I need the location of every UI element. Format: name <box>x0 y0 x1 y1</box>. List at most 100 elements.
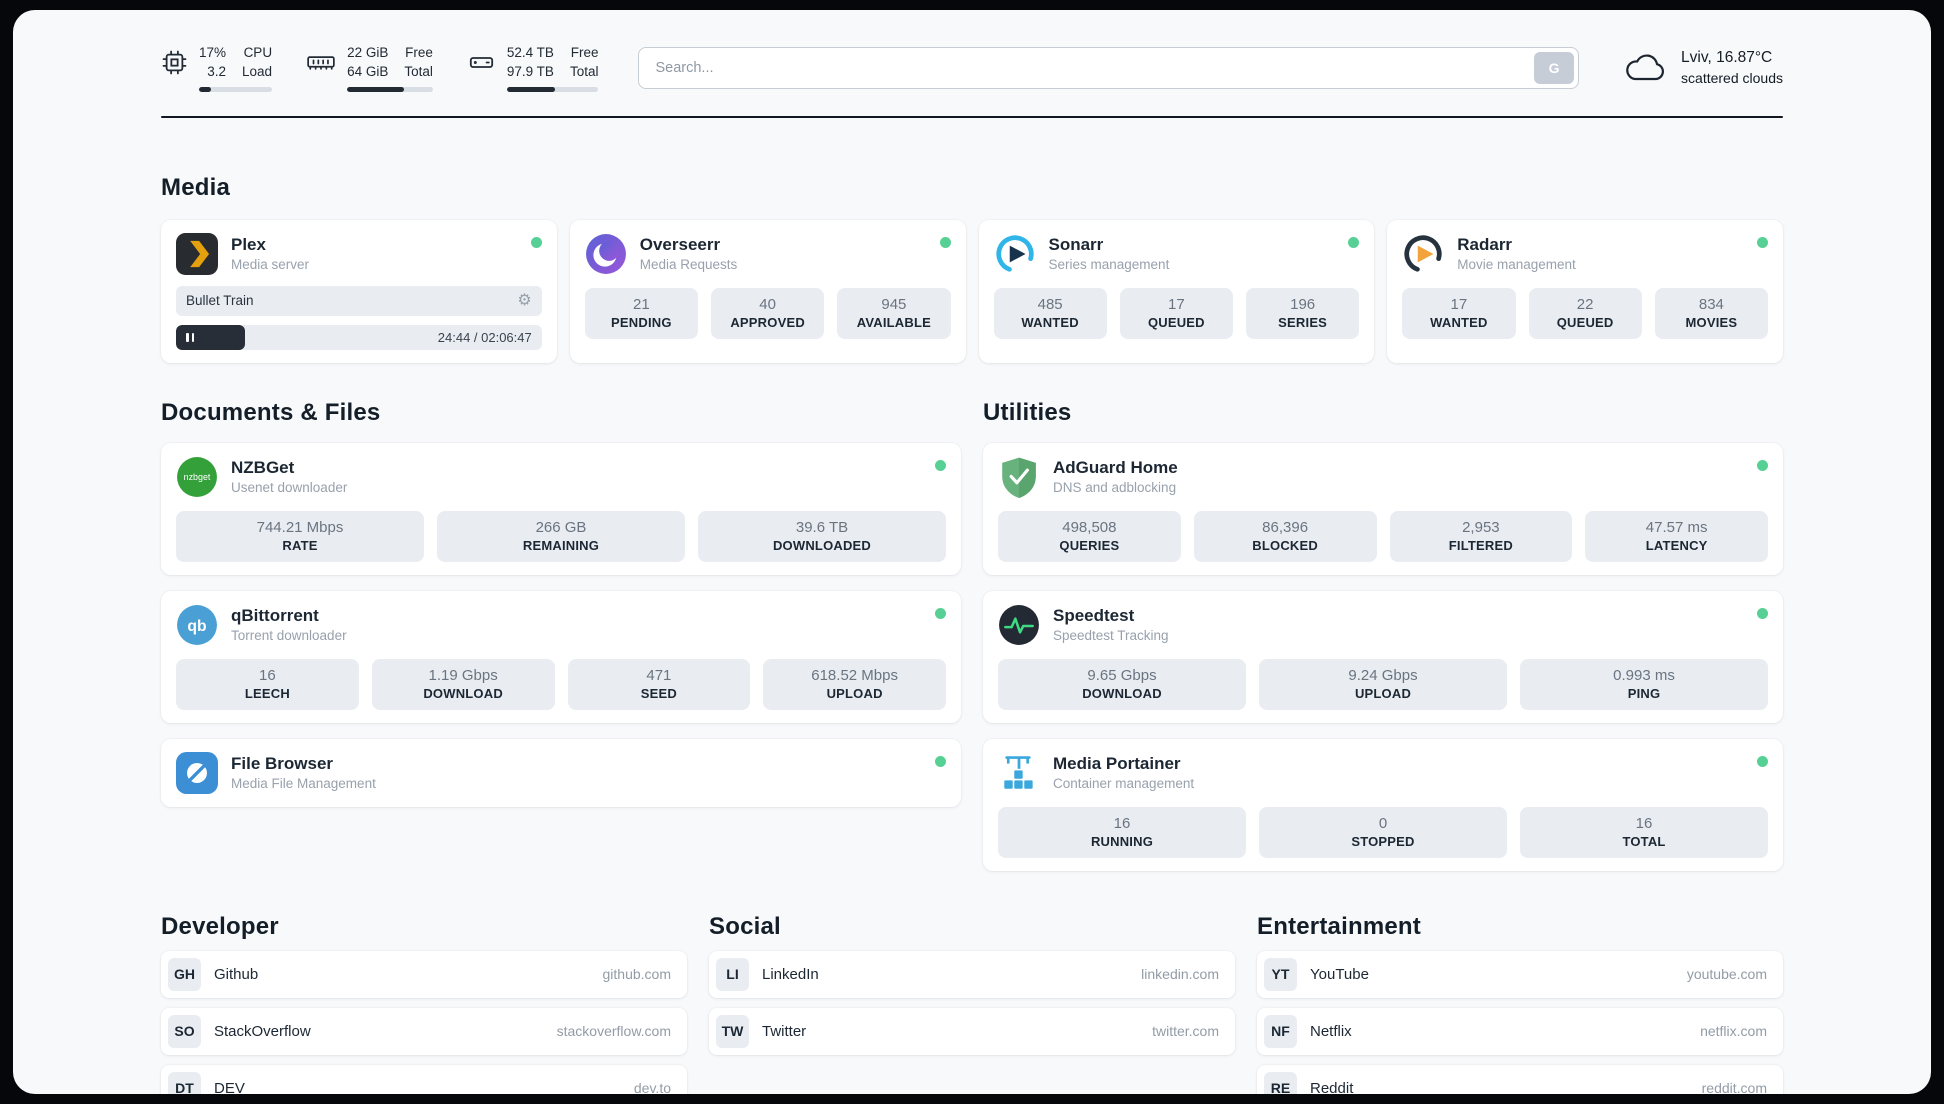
dashboard-page: 17% 3.2 CPU Load 22 GiB <box>13 10 1931 1094</box>
link-url: netflix.com <box>1700 1023 1767 1040</box>
app-card-nzbget[interactable]: nzbget NZBGet Usenet downloader 744.21 M… <box>161 442 961 575</box>
app-card-sonarr[interactable]: Sonarr Series management 485 WANTED 17 Q… <box>978 219 1375 363</box>
link-abbr: NF <box>1264 1014 1297 1048</box>
section-title-documents: Documents & Files <box>161 398 381 426</box>
stat-rate: 744.21 Mbps RATE <box>176 510 424 562</box>
svg-text:nzbget: nzbget <box>184 472 211 482</box>
link-name: Github <box>214 965 259 983</box>
stat-queries: 498,508 QUERIES <box>998 510 1181 562</box>
link-youtube[interactable]: YT YouTube youtube.com <box>1257 950 1783 998</box>
app-subtitle: Speedtest Tracking <box>1053 628 1169 644</box>
app-subtitle: Media File Management <box>231 776 376 792</box>
stat-filtered: 2,953 FILTERED <box>1389 510 1573 562</box>
disk-labels: Free Total <box>569 45 599 79</box>
link-netflix[interactable]: NF Netflix netflix.com <box>1257 1007 1783 1055</box>
status-dot <box>935 459 946 471</box>
stat-seed: 471 SEED <box>567 658 751 710</box>
app-name: NZBGet <box>231 458 295 478</box>
disk-progress-bar <box>506 86 599 92</box>
search-input[interactable] <box>638 46 1580 89</box>
stat-stopped: 0 STOPPED <box>1259 806 1507 858</box>
link-dev[interactable]: DT DEV dev.to <box>161 1064 687 1094</box>
stat-leech: 16 LEECH <box>176 658 359 710</box>
status-dot <box>1757 236 1768 248</box>
link-twitter[interactable]: TW Twitter twitter.com <box>709 1007 1235 1055</box>
link-linkedin[interactable]: LI LinkedIn linkedin.com <box>709 950 1235 998</box>
stat-pending: 21 PENDING <box>584 287 698 339</box>
section-title-utilities: Utilities <box>983 398 1072 426</box>
app-subtitle: Media server <box>231 257 310 273</box>
link-url: twitter.com <box>1152 1023 1219 1040</box>
cpu-widget: 17% 3.2 CPU Load <box>161 44 273 92</box>
app-card-qbittorrent[interactable]: qb qBittorrent Torrent downloader 16 LEE… <box>161 590 961 723</box>
link-abbr: GH <box>168 957 201 991</box>
link-github[interactable]: GH Github github.com <box>161 950 687 998</box>
stat-upload: 618.52 Mbps UPLOAD <box>763 658 946 710</box>
stat-download: 9.65 Gbps DOWNLOAD <box>998 658 1246 710</box>
ram-progress-bar <box>347 86 433 92</box>
stat-approved: 40 APPROVED <box>711 287 825 339</box>
link-abbr: TW <box>716 1014 749 1048</box>
ram-widget: 22 GiB 64 GiB Free Total <box>306 44 433 92</box>
link-abbr: DT <box>168 1071 201 1094</box>
ram-icon <box>307 56 335 70</box>
app-card-plex[interactable]: Plex Media server Bullet Train ⚙ 24:44 /… <box>161 219 557 363</box>
link-name: DEV <box>214 1079 245 1094</box>
app-card-filebrowser[interactable]: File Browser Media File Management <box>161 738 961 807</box>
app-subtitle: DNS and adblocking <box>1053 480 1177 496</box>
playback-fill <box>176 324 246 350</box>
disk-icon <box>469 57 493 68</box>
svg-text:qb: qb <box>187 618 206 635</box>
app-name: File Browser <box>231 754 334 774</box>
link-name: Reddit <box>1310 1079 1354 1094</box>
disk-widget: 52.4 TB 97.9 TB Free Total <box>467 44 599 92</box>
stat-downloaded: 39.6 TB DOWNLOADED <box>698 510 946 562</box>
link-stackoverflow[interactable]: SO StackOverflow stackoverflow.com <box>161 1007 687 1055</box>
app-card-speedtest[interactable]: Speedtest Speedtest Tracking 9.65 Gbps D… <box>983 590 1783 723</box>
app-name: Speedtest <box>1053 606 1135 626</box>
stat-movies: 834 MOVIES <box>1654 287 1768 339</box>
link-abbr: RE <box>1264 1071 1297 1094</box>
link-url: dev.to <box>633 1080 671 1094</box>
link-name: YouTube <box>1310 965 1369 983</box>
search-engine-button[interactable]: G <box>1534 51 1575 84</box>
link-abbr: LI <box>716 957 749 991</box>
link-name: Twitter <box>762 1022 807 1040</box>
app-name: Sonarr <box>1048 235 1104 255</box>
app-card-overseerr[interactable]: Overseerr Media Requests 21 PENDING 40 A… <box>569 219 966 363</box>
status-dot <box>1348 236 1360 248</box>
playback-time: 24:44 / 02:06:47 <box>437 329 532 345</box>
pause-icon[interactable] <box>186 332 189 342</box>
app-name: Plex <box>231 235 266 255</box>
app-card-radarr[interactable]: Radarr Movie management 17 WANTED 22 QUE… <box>1387 219 1783 363</box>
stat-queued: 17 QUEUED <box>1119 287 1233 339</box>
app-card-portainer[interactable]: Media Portainer Container management 16 … <box>983 738 1783 871</box>
developer-column: Developer GH Github github.com SO StackO… <box>161 913 687 1094</box>
speedtest-icon <box>998 604 1040 646</box>
ram-values: 22 GiB 64 GiB <box>347 44 388 82</box>
media-section: Media Plex Media server <box>161 174 1783 363</box>
ram-total: 64 GiB <box>347 63 389 79</box>
cpu-labels: CPU Load <box>242 45 273 79</box>
app-name: AdGuard Home <box>1053 458 1178 478</box>
stat-queued: 22 QUEUED <box>1528 287 1642 339</box>
sonarr-icon <box>994 233 1036 275</box>
stat-latency: 47.57 ms LATENCY <box>1585 510 1768 562</box>
link-url: linkedin.com <box>1141 966 1219 983</box>
section-title-social: Social <box>709 912 781 940</box>
cloud-icon <box>1626 54 1665 80</box>
gear-icon[interactable]: ⚙ <box>517 291 532 309</box>
stat-wanted: 17 WANTED <box>1402 287 1516 339</box>
playback-progress[interactable]: 24:44 / 02:06:47 <box>176 324 542 350</box>
link-url: youtube.com <box>1686 966 1767 983</box>
link-abbr: SO <box>168 1014 201 1048</box>
status-dot <box>935 755 946 767</box>
stat-ping: 0.993 ms PING <box>1520 658 1768 710</box>
link-reddit[interactable]: RE Reddit reddit.com <box>1257 1064 1783 1094</box>
status-dot <box>939 236 951 248</box>
app-name: Media Portainer <box>1053 754 1181 774</box>
stat-available: 945 AVAILABLE <box>837 287 951 339</box>
ram-free: 22 GiB <box>347 45 389 60</box>
cpu-percent: 17% <box>199 45 227 60</box>
app-card-adguard[interactable]: AdGuard Home DNS and adblocking 498,508 … <box>983 442 1783 575</box>
